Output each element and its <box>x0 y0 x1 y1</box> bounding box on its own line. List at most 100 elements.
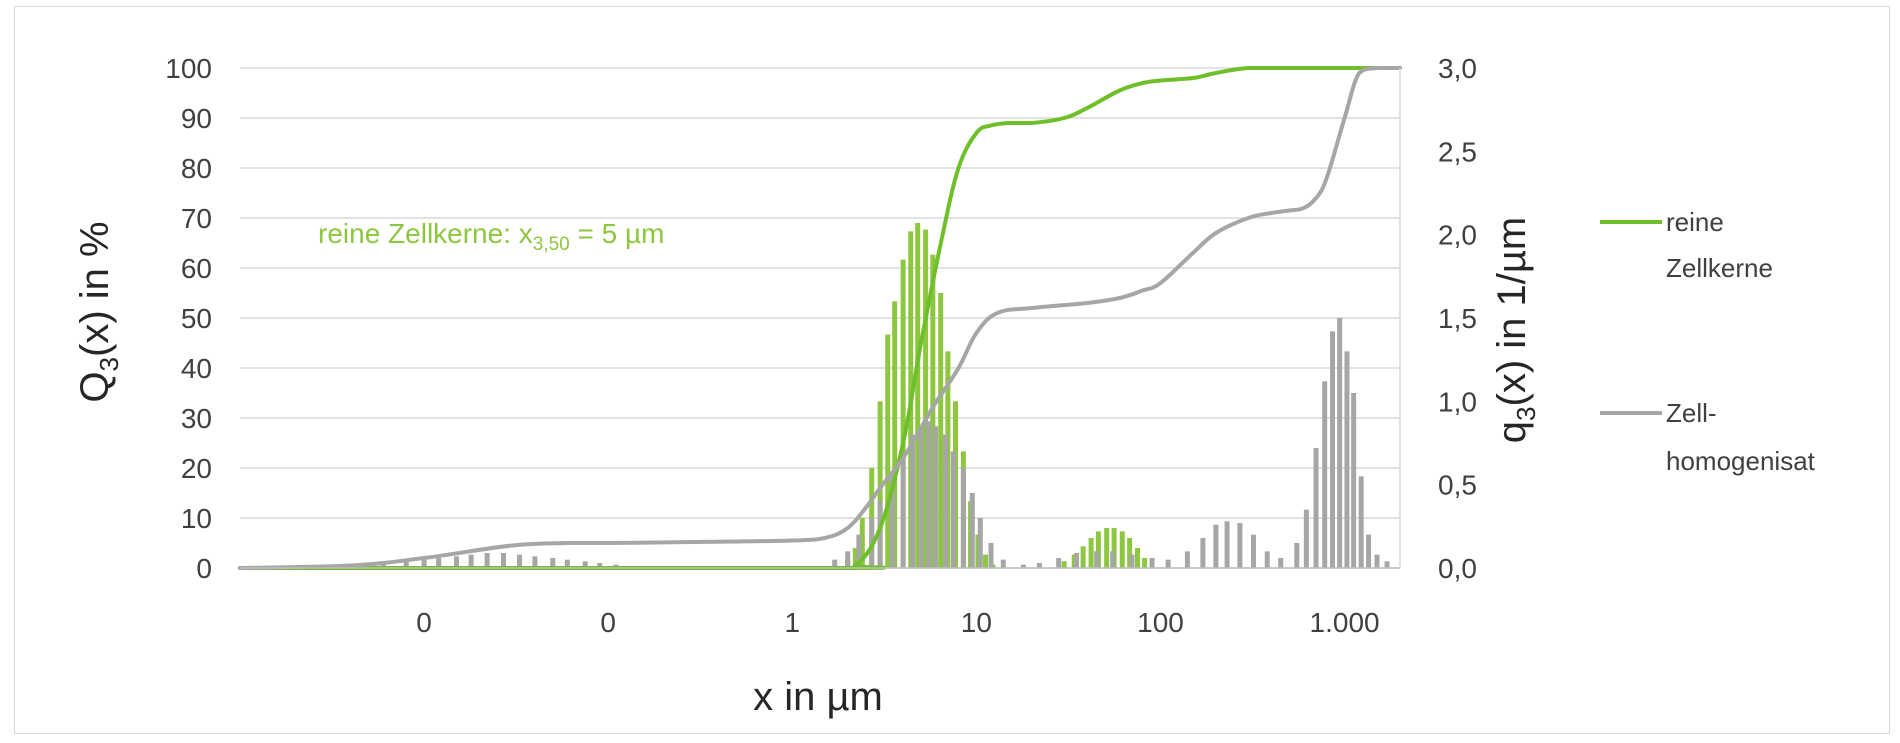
bar <box>454 556 460 568</box>
x-tick-label: 1 <box>785 607 801 638</box>
bar <box>1351 393 1357 568</box>
bar <box>1095 531 1101 568</box>
y-left-tick-label: 30 <box>181 403 212 434</box>
legend-label-line2: Zellkerne <box>1666 253 1773 283</box>
y-left-tick-label: 70 <box>181 203 212 234</box>
bar <box>1000 559 1006 568</box>
bar <box>1303 509 1309 568</box>
chart-frame <box>14 6 1890 734</box>
bar <box>892 301 898 568</box>
bar <box>1111 528 1117 568</box>
bar <box>1020 564 1026 568</box>
bar <box>1134 548 1140 568</box>
legend-label-line1: Zell- <box>1666 398 1717 428</box>
bar <box>468 554 474 568</box>
bar <box>1374 554 1380 568</box>
bar <box>832 559 838 568</box>
bar <box>1358 476 1364 568</box>
y-left-title-q: Q <box>73 371 117 402</box>
y-left-tick-label: 20 <box>181 453 212 484</box>
bar <box>403 561 409 568</box>
y-right-title-q: q <box>1490 421 1534 443</box>
bar <box>988 543 994 568</box>
bar <box>1142 558 1148 568</box>
bar <box>918 426 924 568</box>
bar <box>915 223 921 568</box>
bar <box>926 421 932 568</box>
y-right-tick-label: 2,0 <box>1438 220 1477 251</box>
bar <box>1330 331 1336 568</box>
axes: 01020304050607080901000,00,51,01,52,02,5… <box>165 53 1477 638</box>
bar <box>532 556 538 568</box>
bar <box>501 553 507 568</box>
x-axis-title: x in µm <box>753 675 883 719</box>
bar <box>1127 538 1133 568</box>
y-right-tick-label: 2,5 <box>1438 136 1477 167</box>
bar <box>960 468 966 568</box>
bar <box>1213 524 1219 568</box>
y-right-tick-label: 3,0 <box>1438 53 1477 84</box>
line-zell-homogenisat <box>238 66 1402 570</box>
bar <box>885 334 891 568</box>
bar <box>1080 546 1086 568</box>
y-left-axis-title: Q3(x) in % <box>73 221 124 402</box>
y-left-tick-label: 60 <box>181 253 212 284</box>
x-tick-label: 1.000 <box>1310 607 1380 638</box>
legend: reine Zellkerne Zell- homogenisat <box>1600 207 1816 476</box>
bar <box>1344 351 1350 568</box>
bar <box>977 518 983 568</box>
bar <box>1224 521 1230 568</box>
cumulative-lines <box>238 66 1402 571</box>
bar <box>1366 534 1372 568</box>
bar <box>517 554 523 568</box>
y-left-tick-label: 0 <box>196 553 212 584</box>
bar <box>597 563 603 568</box>
legend-item-reine-zellkerne: reine Zellkerne <box>1600 207 1773 283</box>
legend-item-zell-homogenisat: Zell- homogenisat <box>1600 398 1816 476</box>
y-left-title-rest: (x) in % <box>73 221 117 357</box>
y-left-tick-label: 80 <box>181 153 212 184</box>
bar <box>1294 543 1300 568</box>
bar <box>582 561 588 568</box>
bar <box>1322 381 1328 568</box>
bar <box>1200 538 1206 568</box>
bar <box>856 534 862 568</box>
bar <box>845 551 851 568</box>
legend-label-line2: homogenisat <box>1666 446 1816 476</box>
bar <box>1337 318 1343 568</box>
legend-label-line1: reine <box>1666 207 1724 237</box>
bar <box>380 563 386 568</box>
bar <box>1036 563 1042 568</box>
bar <box>1264 551 1270 568</box>
y-left-tick-label: 90 <box>181 103 212 134</box>
bars-zell-homogenisat <box>348 318 1390 568</box>
y-right-tick-label: 0,0 <box>1438 553 1477 584</box>
svg-text:Q3(x) in %: Q3(x) in % <box>73 221 124 402</box>
bar <box>1149 558 1155 568</box>
bar <box>1110 551 1116 568</box>
bar <box>923 229 929 568</box>
y-left-title-sub: 3 <box>94 357 124 371</box>
y-right-title-sub: 3 <box>1511 407 1541 421</box>
bar <box>910 434 916 568</box>
bar <box>1313 448 1319 568</box>
bar <box>1278 558 1284 568</box>
bar <box>1088 538 1094 568</box>
annotation-subscript: 3,50 <box>533 234 570 255</box>
bar <box>877 501 883 568</box>
y-right-title-rest: (x) in 1/µm <box>1490 217 1534 407</box>
median-annotation: reine Zellkerne: x3,50 = 5 µm <box>318 218 664 255</box>
bar <box>1074 553 1080 568</box>
bar <box>930 254 936 568</box>
bar <box>859 518 865 568</box>
bar <box>1184 551 1190 568</box>
x-tick-label: 100 <box>1137 607 1184 638</box>
y-right-axis-title: q3(x) in 1/µm <box>1490 217 1541 443</box>
x-tick-label: 0 <box>416 607 432 638</box>
y-left-tick-label: 10 <box>181 503 212 534</box>
bar <box>943 434 949 568</box>
y-left-tick-label: 100 <box>165 53 212 84</box>
annotation-prefix: reine Zellkerne: x <box>318 218 533 249</box>
line-reine-zellkerne <box>238 66 1402 571</box>
